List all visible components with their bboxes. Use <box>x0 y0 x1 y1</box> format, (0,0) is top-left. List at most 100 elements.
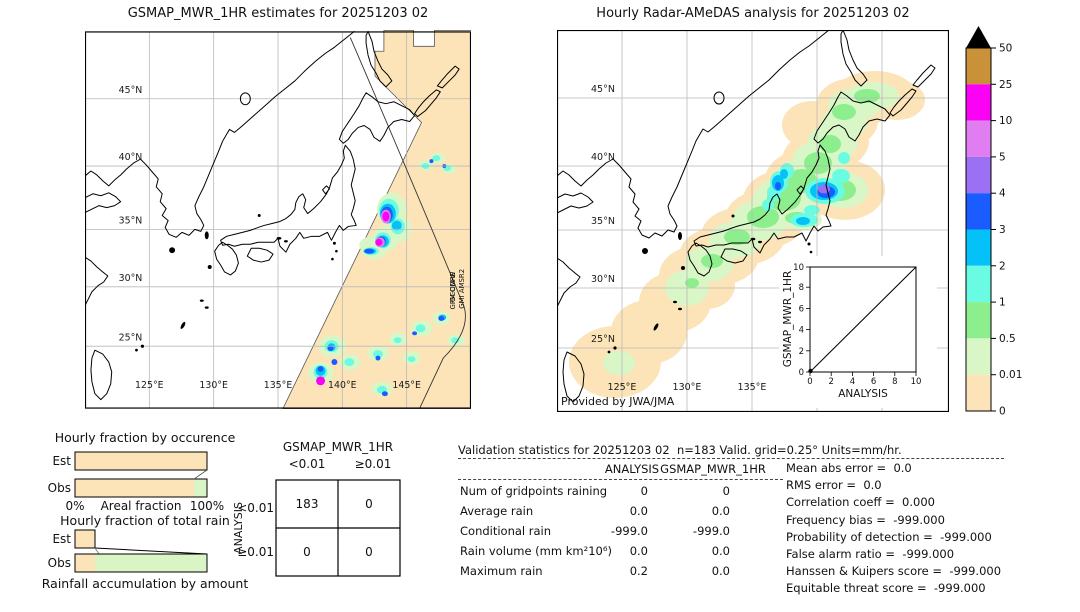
table-row: Average rain 0.0 0.0 <box>458 504 788 524</box>
validation-analysis-value: 0.0 <box>629 504 648 518</box>
validation-gsmap-value: -999.0 <box>692 524 730 538</box>
validation-col-header-analysis: ANALYSIS <box>604 462 660 476</box>
stat-value: -999.000 <box>933 581 986 596</box>
satellite-label-gpm-core: GPM-CORE <box>449 272 457 309</box>
svg-text:135°E: 135°E <box>264 380 293 391</box>
occurrence-obs-bar-frame <box>74 478 208 498</box>
total-rain-chart-title: Hourly fraction of total rain <box>60 513 230 528</box>
list-item: Probability of detection = -999.000 <box>786 529 992 544</box>
credit-text: Provided by JWA/JMA <box>561 395 675 408</box>
list-item: Equitable threat score = -999.000 <box>786 581 986 596</box>
occurrence-chart-title: Hourly fraction by occurence <box>55 430 236 445</box>
contingency-col-label-above: ≥0.01 <box>355 457 392 471</box>
right-map-title: Hourly Radar-AMeDAS analysis for 2025120… <box>596 6 910 21</box>
contingency-cell-11: 0 <box>365 545 373 559</box>
inset-ticks <box>806 266 917 376</box>
svg-text:8: 8 <box>892 377 897 387</box>
svg-text:10: 10 <box>793 263 804 273</box>
total-rain-obs-bar-green <box>95 554 207 572</box>
colorbar-segments <box>966 48 991 411</box>
svg-text:30°N: 30°N <box>591 274 615 285</box>
validation-title-rule <box>458 458 1004 459</box>
svg-text:40°N: 40°N <box>119 152 143 163</box>
svg-text:45°N: 45°N <box>119 85 143 96</box>
svg-text:6: 6 <box>871 377 876 387</box>
fraction-bar-charts: Hourly fraction by occurence Est Obs 0% … <box>42 430 249 591</box>
svg-text:25°N: 25°N <box>119 332 143 343</box>
contingency-row-label-below: <0.01 <box>237 501 274 515</box>
svg-text:2: 2 <box>999 260 1006 272</box>
svg-text:125°E: 125°E <box>608 382 637 393</box>
occurrence-connector-line <box>193 469 208 480</box>
svg-text:2: 2 <box>828 377 833 387</box>
satellite-label-gcom-w: GCOM-W <box>449 271 457 302</box>
svg-text:25°N: 25°N <box>591 334 615 345</box>
left-map-swath <box>282 30 471 409</box>
svg-text:25: 25 <box>999 79 1012 91</box>
svg-text:4: 4 <box>799 326 804 336</box>
svg-text:35°N: 35°N <box>591 216 615 227</box>
left-map-precip-magenta <box>316 211 390 386</box>
inset-origin-point <box>808 368 813 374</box>
total-rain-obs-label: Obs <box>48 556 71 570</box>
validation-gsmap-value: 0.0 <box>711 504 730 518</box>
svg-text:0: 0 <box>799 368 804 378</box>
svg-text:30°N: 30°N <box>119 273 143 284</box>
contingency-cell-01: 0 <box>365 497 373 511</box>
stat-value: 0.0 <box>893 461 912 475</box>
svg-text:40°N: 40°N <box>591 152 615 163</box>
svg-text:10: 10 <box>911 377 922 387</box>
satellite-label-instruments: GMI AMSR2 <box>458 269 466 309</box>
list-item: Frequency bias = -999.000 <box>786 512 945 527</box>
list-item: Correlation coeff = 0.000 <box>786 495 935 510</box>
occurrence-obs-bar-green <box>194 479 207 497</box>
inset-diagonal-line <box>809 266 917 373</box>
left-map-border <box>85 31 471 409</box>
table-row: Conditional rain -999.0 -999.0 <box>458 524 788 544</box>
validation-row-label: Rain volume (mm km²10⁶) <box>460 544 612 558</box>
contingency-column-title: GSMAP_MWR_1HR <box>283 440 393 454</box>
validation-row-label: Num of gridpoints raining <box>460 484 608 498</box>
svg-text:145°E: 145°E <box>392 380 421 391</box>
colorbar: 50 25 10 5 4 3 2 1 0.5 0.01 0 <box>965 26 1022 418</box>
stat-value: 0.000 <box>902 495 935 510</box>
areal-fraction-axis-label: Areal fraction <box>101 499 182 513</box>
total-rain-est-label: Est <box>52 532 71 546</box>
validation-gsmap-value: 0 <box>722 484 730 498</box>
colorbar-tick-labels: 50 25 10 5 4 3 2 1 0.5 0.01 0 <box>999 43 1022 418</box>
stat-value: -999.000 <box>940 529 992 544</box>
gsmap-estimate-map: 45°N 40°N 35°N 30°N 25°N 125°E 130°E 135… <box>85 30 471 409</box>
svg-text:3: 3 <box>999 224 1006 236</box>
contingency-cell-00: 183 <box>296 497 319 511</box>
contingency-cell-10: 0 <box>303 545 311 559</box>
left-map-swath-edge-line <box>349 37 466 409</box>
svg-text:35°N: 35°N <box>119 215 143 226</box>
areal-fraction-max-label: 100% <box>190 499 224 513</box>
svg-text:4: 4 <box>850 377 855 387</box>
inset-x-tick-labels: 0 2 4 6 8 10 <box>807 377 921 387</box>
svg-text:135°E: 135°E <box>738 382 767 393</box>
total-rain-obs-bar-frame <box>74 553 208 573</box>
left-map-graticule <box>85 31 471 409</box>
right-map-precip-violet <box>818 184 830 194</box>
svg-text:4: 4 <box>999 188 1006 200</box>
validation-gsmap-value: 0.0 <box>711 564 730 578</box>
validation-gsmap-value: 0.0 <box>711 544 730 558</box>
left-map-satellite-labels: GPM-CORE GCOM-W GMI AMSR2 <box>449 269 466 310</box>
right-map-border <box>557 30 949 412</box>
total-rain-bottom-label: Rainfall accumulation by amount <box>42 576 249 591</box>
total-rain-connector-line-short <box>94 547 100 555</box>
areal-fraction-min-label: 0% <box>65 499 84 513</box>
svg-text:0: 0 <box>999 406 1006 418</box>
total-rain-connector-line-long <box>94 547 208 555</box>
svg-text:0.01: 0.01 <box>999 369 1022 381</box>
validation-row-label: Maximum rain <box>460 564 543 578</box>
left-map-grid-labels: 45°N 40°N 35°N 30°N 25°N 125°E 130°E 135… <box>119 85 421 391</box>
stat-value: -999.000 <box>949 564 1002 579</box>
validation-title: Validation statistics for 20251203 02 n=… <box>458 443 902 457</box>
validation-analysis-value: -999.0 <box>610 524 648 538</box>
table-row: Num of gridpoints raining 0 0 <box>458 484 788 504</box>
radar-amedas-map: 45°N 40°N 35°N 30°N 25°N 125°E 130°E 135… <box>557 30 949 412</box>
total-rain-obs-bar-tan <box>75 554 95 572</box>
